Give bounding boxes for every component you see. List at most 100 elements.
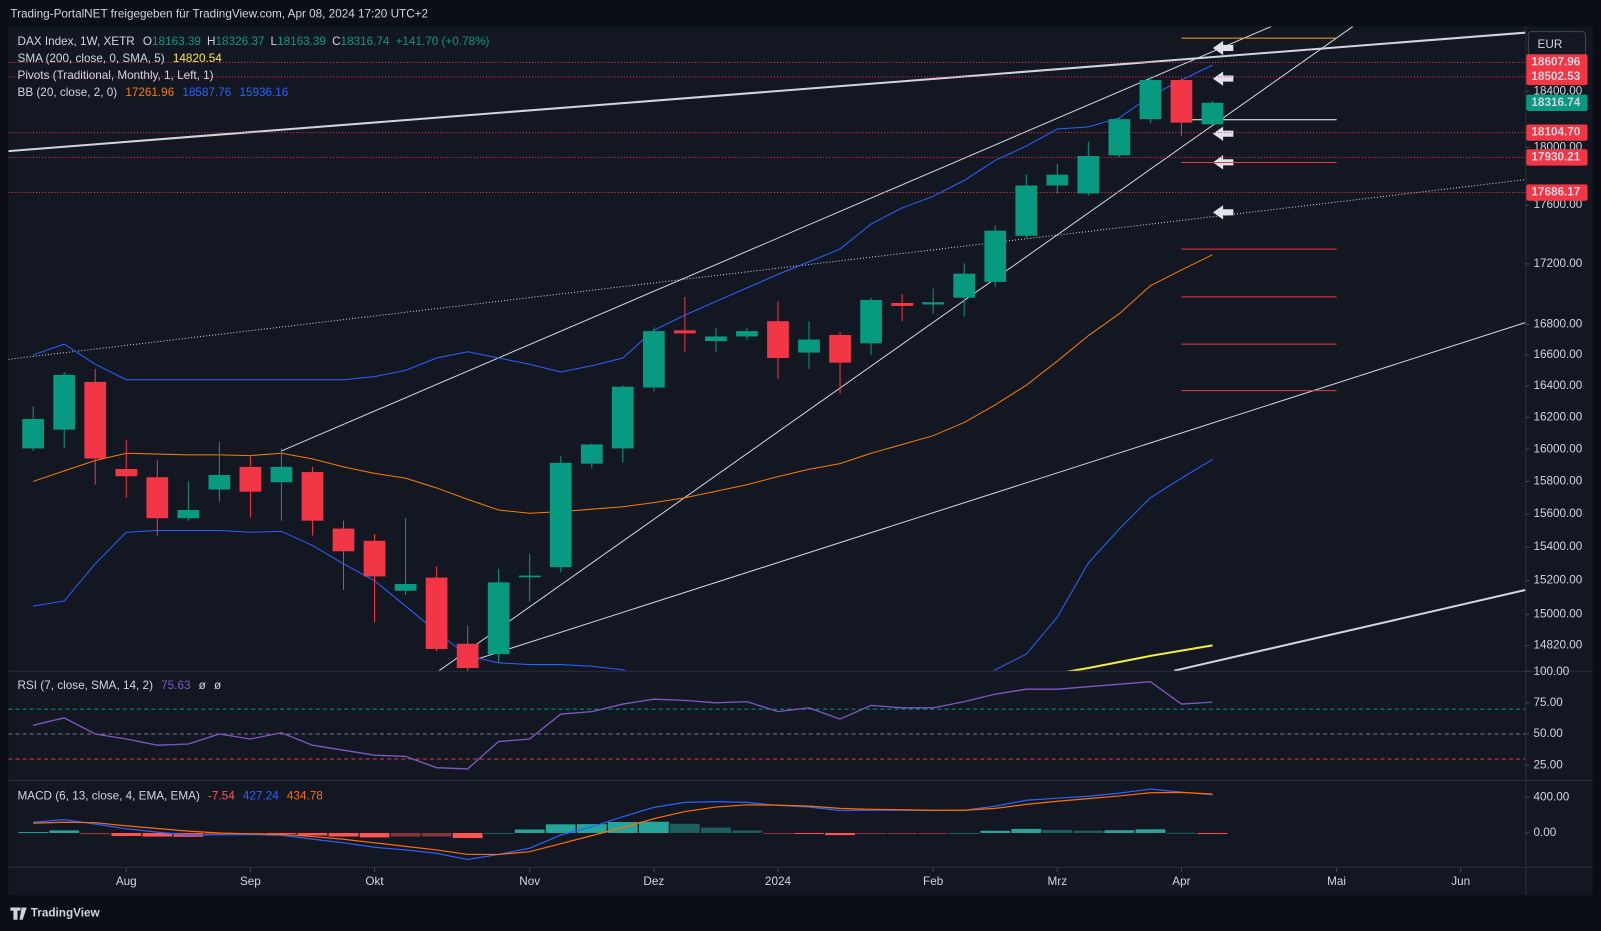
candle-body (1201, 102, 1224, 125)
histogram-bar (483, 832, 514, 834)
candle-body (611, 386, 634, 449)
histogram-bar (1042, 829, 1073, 833)
y-tick-label: 16000.00 (1533, 442, 1582, 455)
histogram-bar (638, 821, 669, 833)
candle-body (829, 334, 851, 363)
histogram-bar (80, 832, 111, 835)
y-tick-label: 16800.00 (1533, 317, 1582, 330)
legend-title: Pivots (Traditional, Monthly, 1, Left, 1… (18, 69, 214, 82)
y-tick-label: 50.00 (1533, 727, 1563, 740)
histogram-bar (949, 832, 980, 834)
price-tag (1526, 149, 1588, 166)
histogram-bar (18, 832, 49, 834)
candle-body (53, 374, 76, 430)
panel-2 (18, 788, 1228, 861)
y-tick-label: 16400.00 (1533, 379, 1582, 392)
y-tick-label: 400.00 (1533, 790, 1569, 803)
price-tag (1526, 54, 1588, 71)
candle-body (674, 330, 696, 334)
price-tag (1526, 124, 1588, 141)
candle-body (115, 468, 138, 477)
drawings (8, 26, 1526, 671)
histogram-bar (514, 829, 545, 833)
legend-value: 75.63 (161, 679, 190, 692)
candle-body (549, 462, 572, 568)
histogram-bar (887, 832, 918, 834)
legend-title: RSI (7, close, SMA, 14, 2) (18, 679, 154, 692)
x-tick-label: Nov (519, 875, 540, 888)
histogram-bar (545, 824, 576, 833)
y-tick-label: 15400.00 (1533, 540, 1582, 553)
legend-key: L (271, 35, 278, 48)
histogram-bar (1135, 829, 1166, 833)
y-tick-label: 16600.00 (1533, 348, 1582, 361)
histogram-bar (1011, 828, 1042, 833)
histogram-bar (142, 832, 173, 837)
x-tick-label: Mrz (1048, 875, 1068, 888)
last-price-label: 18316.74 (1531, 96, 1580, 109)
histogram-bar (421, 832, 452, 837)
candle-body (177, 509, 200, 519)
legend-title: DAX Index, 1W, XETR (18, 35, 135, 48)
legend-key: H (207, 35, 215, 48)
currency-label: EUR (1538, 38, 1563, 51)
indicator-line (32, 254, 1213, 514)
footer-logo: TradingView (31, 907, 101, 920)
legend-value: 18163.39 (277, 35, 326, 48)
price-line-label: 18502.53 (1531, 70, 1580, 83)
candle-body (425, 577, 448, 649)
y-tick-label: 0.00 (1533, 826, 1556, 839)
histogram-bar (390, 832, 421, 837)
candle-body (736, 331, 758, 337)
candle-body (518, 575, 541, 578)
legend-key: O (143, 35, 152, 48)
histogram-bar (297, 832, 328, 836)
x-tick-label: Apr (1172, 875, 1190, 888)
trend-line (280, 26, 1272, 452)
candle-body (1108, 119, 1131, 156)
trend-line (469, 322, 1526, 662)
legend-line: SMA (200, close, 0, SMA, 5) 14820.54 (18, 52, 223, 65)
candle-body (487, 582, 510, 655)
y-tick-label: 18400.00 (1533, 84, 1582, 97)
histogram-bar (1166, 832, 1197, 834)
histogram-bar (732, 830, 762, 833)
legend-change: +141.70 (+0.78%) (396, 35, 490, 48)
histogram-bar (266, 832, 297, 834)
candle-body (1077, 156, 1100, 194)
candle-body (984, 230, 1007, 282)
legend-title: SMA (200, close, 0, SMA, 5) (18, 52, 165, 65)
legend-value: 17261.96 (125, 86, 174, 99)
candle-body (798, 339, 820, 353)
price-tag (1526, 94, 1588, 111)
legend-value: 18316.74 (341, 35, 390, 48)
histogram-bar (576, 824, 607, 833)
legend-line: MACD (6, 13, close, 4, EMA, EMA) -7.54 427… (18, 789, 324, 802)
candle-body (891, 302, 913, 306)
price-tag (1526, 184, 1588, 201)
candle-body (301, 472, 324, 521)
trend-line (1173, 589, 1526, 671)
histogram-bar (49, 830, 80, 833)
candle-body (705, 336, 727, 342)
macd-line (33, 791, 1213, 856)
histogram-bar (328, 832, 359, 837)
legend-extra: ø (199, 679, 206, 692)
candle-body (1046, 174, 1069, 186)
y-tick-label: 14820.00 (1533, 639, 1582, 652)
candle-body (922, 302, 945, 305)
legend-title: MACD (6, 13, close, 4, EMA, EMA) (18, 789, 200, 802)
candle-body (394, 584, 417, 591)
indicator-line (1066, 644, 1213, 671)
x-tick-label: Dez (643, 875, 664, 888)
price-line-label: 17686.17 (1531, 186, 1580, 199)
histogram-bar (669, 823, 700, 833)
candle-body (456, 643, 479, 669)
candle-body (1139, 80, 1162, 120)
legend-line: DAX Index, 1W, XETR O18163.39 H18326.37 L18… (18, 35, 490, 48)
panel-0 (8, 37, 1526, 671)
legend-value: 434.78 (287, 789, 323, 802)
x-tick-label: Mai (1327, 875, 1346, 888)
x-tick-label: Feb (923, 875, 944, 888)
